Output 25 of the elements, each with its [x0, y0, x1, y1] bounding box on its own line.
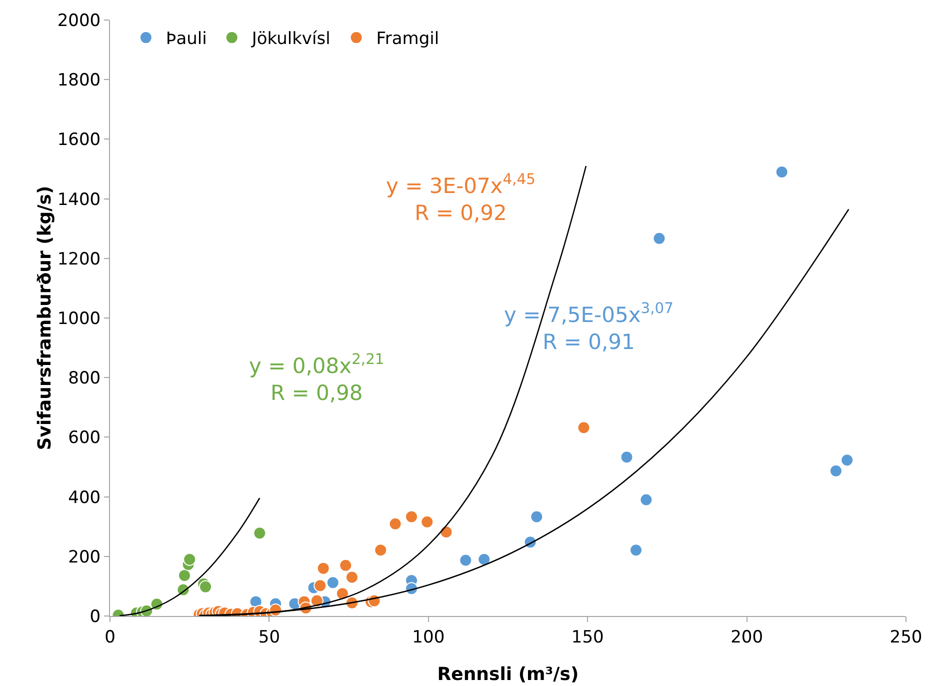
y-tick-label: 200	[68, 547, 101, 568]
x-tick-label: 0	[104, 627, 116, 648]
x-tick-label: 150	[571, 627, 604, 648]
y-tick-label: 1800	[57, 70, 101, 91]
x-tick-label: 100	[412, 627, 445, 648]
y-tick-label: 800	[68, 368, 101, 389]
y-axis-title: Svifaursframburður (kg/s)	[34, 186, 56, 450]
x-tick-label: 50	[258, 627, 280, 648]
y-tick-label: 1400	[57, 190, 101, 210]
y-tick-label: 1000	[57, 308, 101, 329]
y-tick-label: 1600	[57, 130, 101, 150]
y-tick-label: 400	[68, 488, 101, 508]
x-tick-label: 200	[730, 627, 764, 648]
annotation: y = 7,5E-05x$^{3,07}$ R = 0,91	[504, 300, 674, 354]
annotation: y = 0,08x$^{2,21}$ R = 0,98	[249, 351, 384, 406]
y-tick-label: 600	[68, 428, 101, 448]
legend-label: Framgil	[376, 29, 440, 50]
y-tick-label: 0	[90, 606, 101, 627]
y-tick-label: 2000	[57, 10, 101, 31]
legend-label: Þauli	[166, 29, 207, 50]
annotation: y = 3E-07x$^{4,45}$ R = 0,92	[386, 171, 536, 226]
x-tick-label: 250	[890, 627, 922, 648]
x-axis-title: Rennsli (m³/s)	[437, 664, 579, 685]
legend-label: Jökulkvísl	[250, 29, 330, 50]
y-tick-label: 1200	[57, 249, 101, 270]
